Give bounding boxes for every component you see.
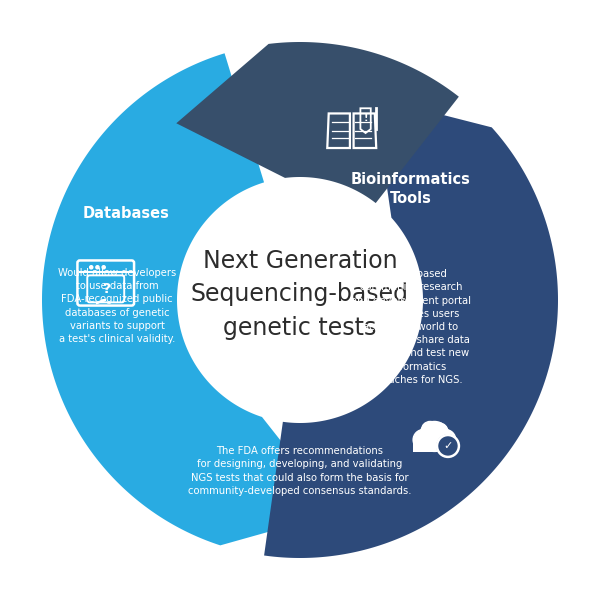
Circle shape — [89, 266, 93, 269]
Text: ✓: ✓ — [443, 441, 452, 451]
Circle shape — [179, 179, 421, 421]
Polygon shape — [176, 42, 459, 203]
Circle shape — [96, 266, 99, 269]
Text: ?: ? — [103, 282, 112, 296]
Text: Databases: Databases — [83, 205, 169, 220]
Polygon shape — [413, 436, 456, 452]
Circle shape — [102, 266, 105, 269]
Text: Standards: Standards — [257, 383, 343, 397]
Text: !: ! — [364, 113, 368, 123]
Circle shape — [413, 430, 434, 450]
Text: A cloud-based
community research
and development portal
that engages users
acros: A cloud-based community research and dev… — [351, 269, 471, 385]
Text: Bioinformatics
Tools: Bioinformatics Tools — [351, 172, 471, 206]
Text: Would allow developers
to use data from
FDA-recognized public
databases of genet: Would allow developers to use data from … — [58, 268, 176, 344]
Text: The FDA offers recommendations
for designing, developing, and validating
NGS tes: The FDA offers recommendations for desig… — [188, 446, 412, 496]
Text: Next Generation
Sequencing-based
genetic tests: Next Generation Sequencing-based genetic… — [191, 248, 409, 340]
Polygon shape — [264, 97, 558, 558]
Circle shape — [431, 423, 448, 439]
Circle shape — [435, 430, 456, 450]
Polygon shape — [42, 53, 337, 545]
Circle shape — [437, 435, 459, 457]
Circle shape — [421, 421, 439, 439]
Circle shape — [419, 421, 449, 451]
